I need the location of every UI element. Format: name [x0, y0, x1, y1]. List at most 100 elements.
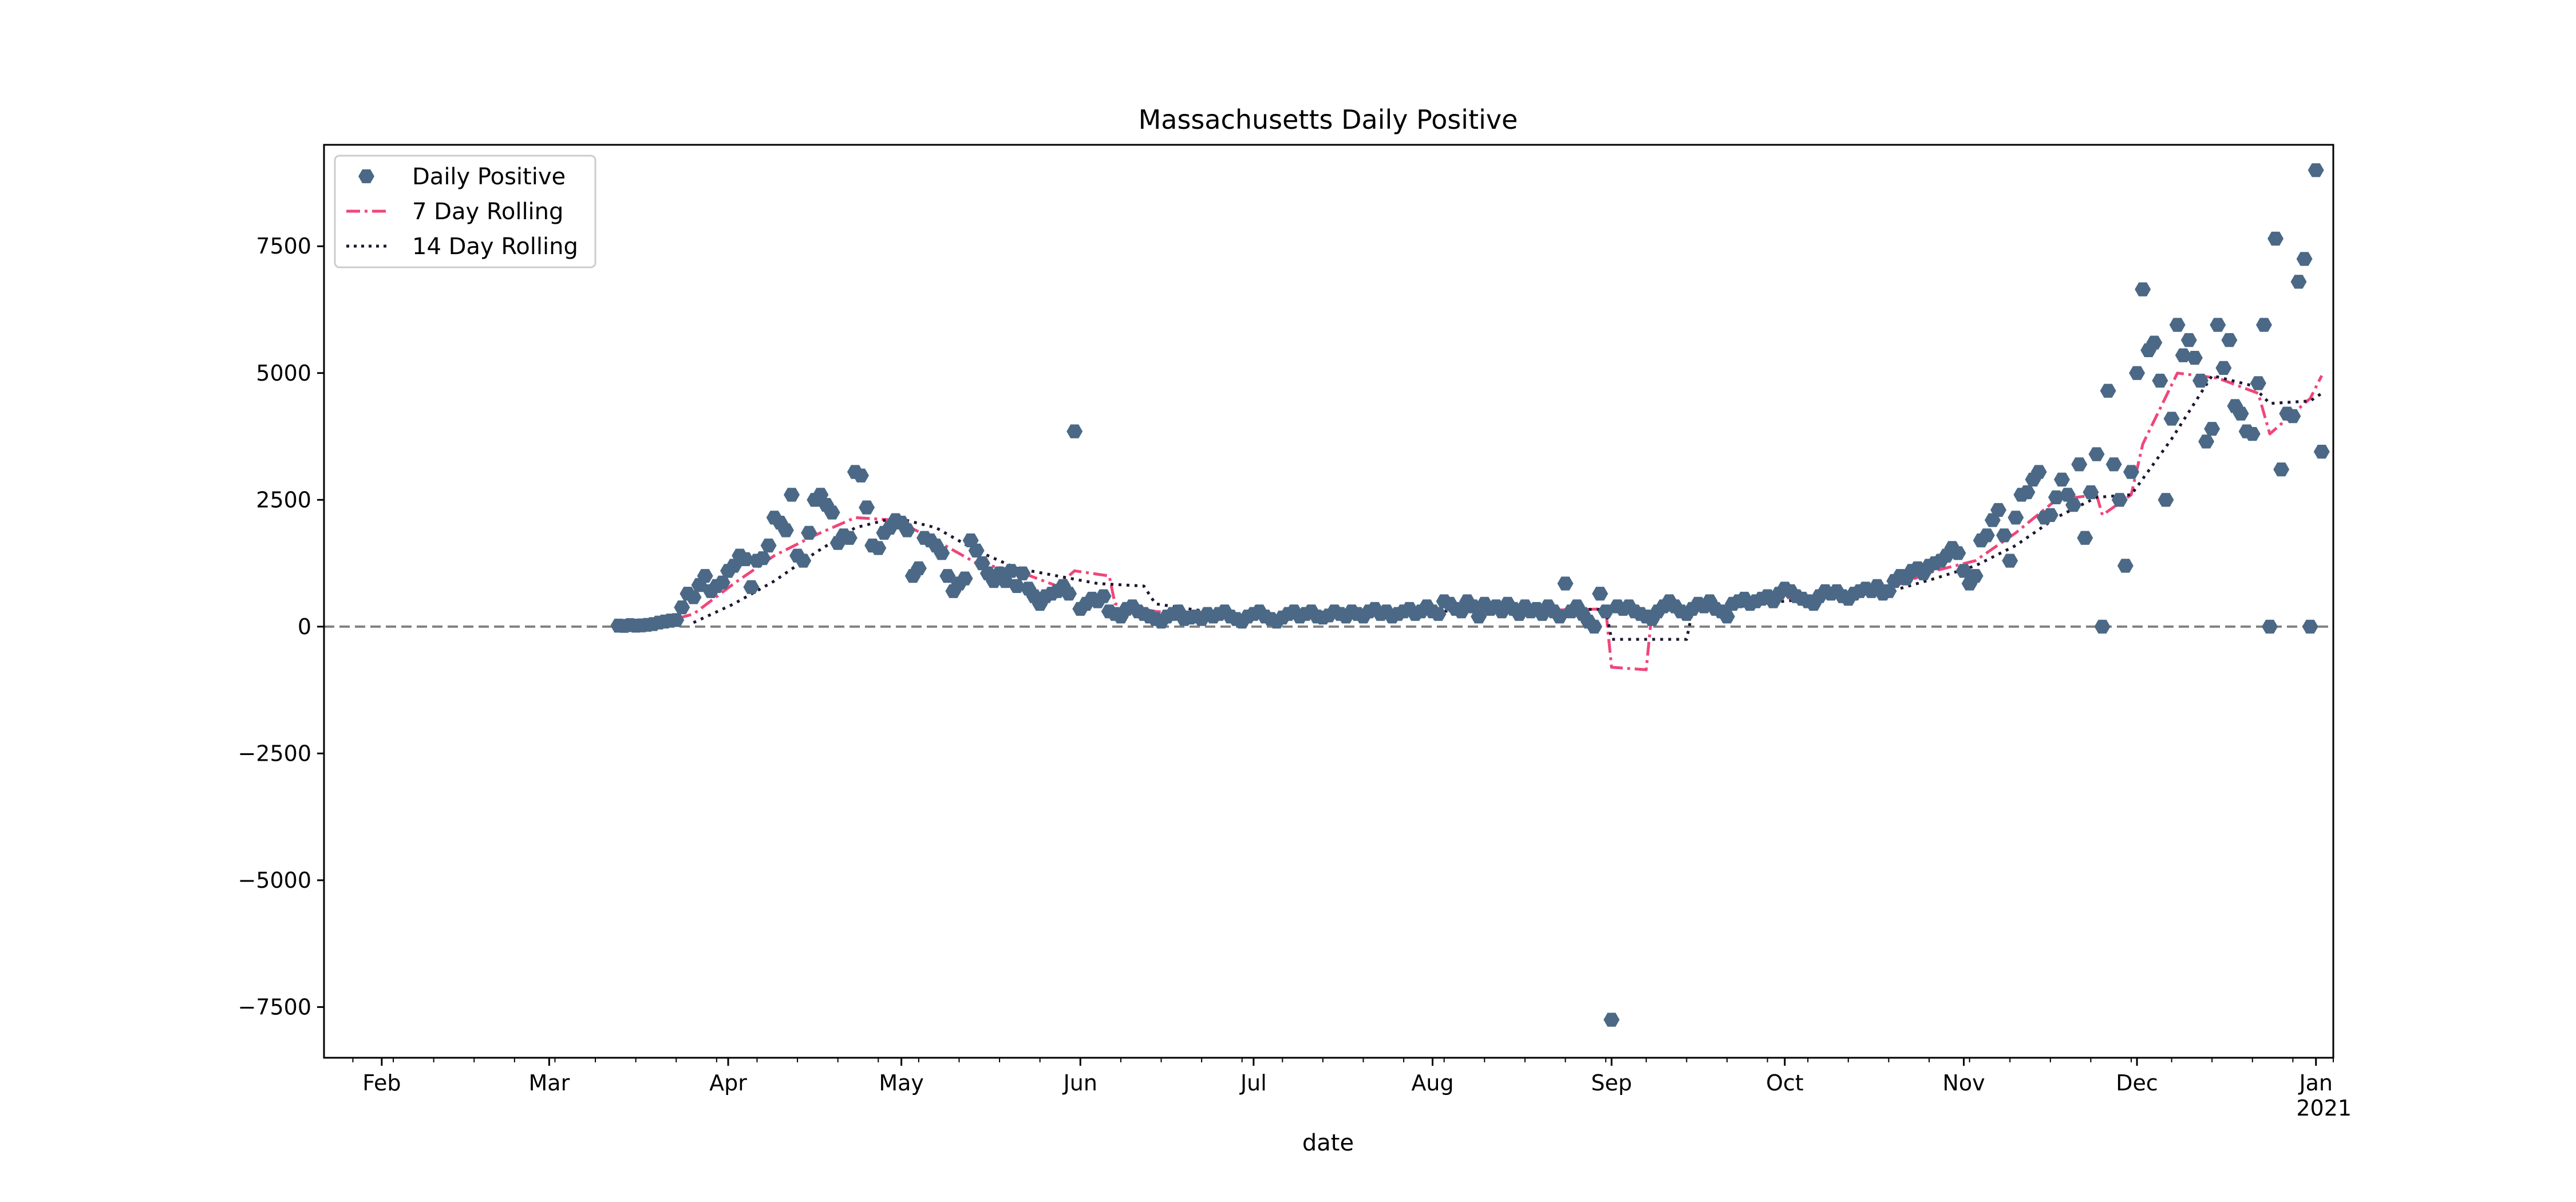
- data-point: [2129, 366, 2146, 380]
- data-point: [1592, 587, 1609, 601]
- y-tick-label: 2500: [256, 487, 311, 512]
- data-point: [674, 600, 690, 615]
- data-point: [2308, 163, 2324, 177]
- data-point: [2221, 333, 2238, 347]
- data-point: [795, 553, 812, 568]
- data-point: [668, 613, 685, 627]
- data-point: [1471, 610, 1487, 624]
- data-point: [1095, 589, 1112, 603]
- chart-title: Massachusetts Daily Positive: [1139, 104, 1518, 135]
- data-point: [1598, 604, 1614, 619]
- data-point: [957, 571, 973, 586]
- data-point: [2273, 462, 2290, 477]
- daily-positive-points: [610, 163, 2330, 1027]
- legend-frame: [334, 155, 596, 268]
- data-point: [2285, 409, 2301, 424]
- data-point: [2123, 465, 2139, 479]
- data-point: [2105, 457, 2122, 472]
- x-tick-label: May: [879, 1070, 924, 1096]
- y-tick-label: 0: [298, 614, 311, 639]
- data-point: [2135, 282, 2151, 296]
- data-point: [2262, 619, 2278, 634]
- data-point: [968, 543, 985, 557]
- data-point: [2152, 373, 2168, 388]
- data-point: [1014, 566, 1031, 580]
- data-point: [2186, 351, 2203, 365]
- data-point: [1718, 610, 1735, 624]
- data-point: [1430, 607, 1447, 621]
- data-point: [1967, 569, 1984, 583]
- data-point: [2256, 318, 2272, 332]
- data-point: [2083, 485, 2099, 500]
- data-point: [870, 541, 887, 555]
- x-tick-label: Feb: [362, 1070, 401, 1096]
- data-point: [754, 551, 771, 566]
- data-point: [2077, 531, 2093, 545]
- y-tick-label: 5000: [256, 361, 311, 386]
- data-point: [2175, 348, 2191, 362]
- data-point: [2088, 447, 2105, 461]
- x-tick-label: Oct: [1766, 1070, 1804, 1096]
- data-point: [2158, 493, 2174, 507]
- y-tick-label: 7500: [256, 234, 311, 259]
- data-point: [2192, 373, 2208, 388]
- data-point: [2146, 335, 2163, 350]
- y-tick-label: −5000: [238, 868, 311, 893]
- data-point: [2042, 508, 2059, 522]
- data-point: [1557, 576, 1574, 591]
- x-tick-label: Nov: [1942, 1070, 1985, 1096]
- plot-frame: [324, 145, 2333, 1058]
- data-point: [2233, 406, 2249, 421]
- data-point: [2071, 457, 2088, 472]
- data-point: [841, 531, 858, 545]
- data-point: [1603, 1013, 1620, 1027]
- data-point: [910, 561, 927, 575]
- data-point: [2094, 619, 2111, 634]
- data-point: [1551, 610, 1568, 624]
- data-point: [2210, 318, 2226, 332]
- data-point: [2008, 511, 2024, 525]
- x-tick-label: Mar: [529, 1070, 570, 1096]
- data-point: [2163, 412, 2180, 426]
- data-point: [2244, 427, 2261, 441]
- plot-area: [323, 144, 2334, 1059]
- 14-day-rolling-line: [693, 374, 2323, 641]
- data-point: [1978, 528, 1995, 543]
- data-point: [2198, 434, 2215, 449]
- x-tick-label: Jan: [2298, 1070, 2333, 1096]
- data-point: [777, 523, 794, 537]
- data-point: [2215, 361, 2232, 375]
- x-tick-label: Jun: [1062, 1070, 1097, 1096]
- legend-marker-daily-positive: [358, 169, 374, 184]
- data-point: [1061, 587, 1077, 601]
- data-point: [1586, 619, 1602, 634]
- data-point: [2180, 333, 2197, 347]
- data-point: [853, 468, 869, 483]
- data-point: [1996, 528, 2013, 543]
- data-point: [801, 525, 817, 540]
- data-point: [1955, 564, 1972, 578]
- plot-border: [323, 144, 2334, 1059]
- legend-label-daily-positive: Daily Positive: [412, 164, 566, 190]
- legend-label-14-day-rolling: 14 Day Rolling: [412, 234, 578, 260]
- data-point: [714, 575, 730, 590]
- data-point: [697, 569, 713, 583]
- data-point: [934, 546, 950, 560]
- data-point: [2313, 445, 2330, 459]
- data-point: [2267, 231, 2284, 246]
- data-point: [1066, 424, 1083, 438]
- data-point: [899, 523, 915, 537]
- y-axis: 7500 5000 2500 0 −2500 −5000 −7500: [238, 234, 324, 1019]
- y-tick-label: −2500: [238, 741, 311, 766]
- data-point: [859, 500, 875, 515]
- data-point: [2204, 422, 2221, 436]
- data-point: [1003, 564, 1020, 578]
- x-tick-label: Dec: [2116, 1070, 2158, 1096]
- data-point: [2065, 498, 2082, 512]
- data-point: [2302, 619, 2318, 634]
- data-point: [2111, 493, 2128, 507]
- x-tick-label: Jul: [1239, 1070, 1267, 1096]
- x-axis-label: date: [1302, 1130, 1354, 1156]
- x-tick-year-label: 2021: [2296, 1096, 2352, 1121]
- data-point: [2117, 559, 2134, 573]
